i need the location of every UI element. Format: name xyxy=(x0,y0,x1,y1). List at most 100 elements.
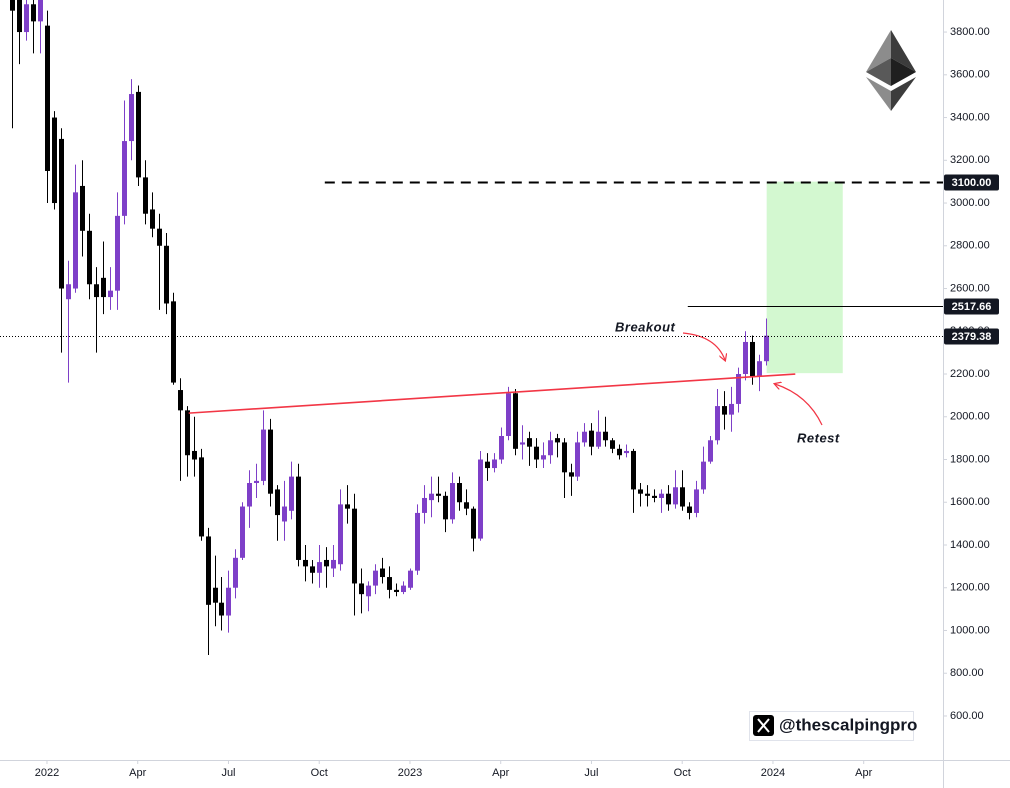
watermark-box xyxy=(749,711,914,741)
candle-body xyxy=(275,489,280,516)
candle-body xyxy=(596,431,601,447)
x-tick-label: Jul xyxy=(221,767,235,779)
candle-body xyxy=(631,450,636,490)
candle-body xyxy=(589,430,594,447)
candle-body xyxy=(666,493,671,505)
candle-body xyxy=(673,487,678,505)
candle-body xyxy=(108,290,113,298)
x-tick-label: Jul xyxy=(584,767,598,779)
candle-body xyxy=(185,410,190,456)
x-tick-label: Apr xyxy=(492,767,509,779)
candle-body xyxy=(150,209,155,229)
candle-body xyxy=(115,215,120,291)
candle-body xyxy=(729,403,734,415)
candle-body xyxy=(87,230,92,285)
y-tick-label: 1600.00 xyxy=(950,496,990,508)
candle-body xyxy=(199,457,204,537)
candle-body xyxy=(429,493,434,501)
candle-body xyxy=(38,0,43,22)
candle-body xyxy=(471,508,476,539)
candle-body xyxy=(66,284,71,300)
eth-logo xyxy=(866,30,916,111)
candle-body xyxy=(527,438,532,447)
candle-body xyxy=(331,559,336,569)
price-label-box xyxy=(944,298,999,315)
candle-body xyxy=(192,450,197,460)
candle-body xyxy=(736,374,741,404)
candle-body xyxy=(401,585,406,593)
candle-body xyxy=(659,493,664,498)
candle-body xyxy=(303,559,308,567)
candle-body xyxy=(750,341,755,377)
candle-body xyxy=(387,577,392,590)
candle-body xyxy=(443,495,448,520)
price-label: 2379.38 xyxy=(952,331,992,343)
candle-body xyxy=(624,450,629,454)
candle-body xyxy=(324,559,329,567)
candle-body xyxy=(240,506,245,558)
candle-body xyxy=(569,472,574,477)
y-tick-label: 3600.00 xyxy=(950,69,990,81)
y-tick-label: 1400.00 xyxy=(950,539,990,551)
candle-body xyxy=(603,431,608,441)
candle-body xyxy=(548,440,553,456)
candle-body xyxy=(541,455,546,460)
candle-body xyxy=(694,489,699,513)
candle-body xyxy=(254,480,259,484)
candle-body xyxy=(422,497,427,513)
watermark-text: @thescalpingpro xyxy=(779,715,917,734)
candle-body xyxy=(296,476,301,560)
candle-body xyxy=(764,335,769,362)
candle-body xyxy=(157,228,162,246)
retest-arrow xyxy=(775,384,823,426)
y-tick-label: 2000.00 xyxy=(950,411,990,423)
x-logo-mark xyxy=(757,718,770,733)
candle-body xyxy=(261,429,266,481)
annotation-breakout: Breakout xyxy=(615,319,676,334)
candle-body xyxy=(638,489,643,494)
candle-body xyxy=(722,406,727,415)
y-tick-label: 3200.00 xyxy=(950,154,990,166)
logo-facet xyxy=(866,77,891,111)
candle-body xyxy=(359,583,364,595)
candle-body xyxy=(506,393,511,436)
candle-body xyxy=(534,446,539,460)
price-label: 3100.00 xyxy=(952,177,992,189)
candle-body xyxy=(171,301,176,383)
candle-body xyxy=(219,602,224,616)
candle-body xyxy=(17,0,22,33)
candle-body xyxy=(708,440,713,462)
candle-body xyxy=(520,442,525,445)
candle-body xyxy=(555,438,560,443)
candle-body xyxy=(233,557,238,588)
candle-body xyxy=(617,448,622,456)
candle-body xyxy=(282,506,287,522)
candle-body xyxy=(213,587,218,603)
candle-body xyxy=(206,536,211,605)
candle-body xyxy=(715,406,720,441)
y-tick-label: 3800.00 xyxy=(950,26,990,38)
logo-facet xyxy=(891,77,916,111)
candle-body xyxy=(436,493,441,496)
candle-body xyxy=(478,459,483,539)
candle-body xyxy=(652,495,657,498)
candle-body xyxy=(73,192,78,289)
y-tick-label: 800.00 xyxy=(950,667,984,679)
y-tick-label: 1800.00 xyxy=(950,453,990,465)
candle-body xyxy=(59,138,64,289)
candle-body xyxy=(610,440,615,449)
target-zone xyxy=(766,181,843,374)
candle-body xyxy=(582,431,587,443)
price-label-box xyxy=(944,174,999,191)
candle-body xyxy=(143,177,148,214)
x-tick-label: Oct xyxy=(674,767,691,779)
price-label: 2517.66 xyxy=(952,301,992,313)
candle-body xyxy=(394,589,399,593)
candle-body xyxy=(247,483,252,507)
x-tick-label: 2024 xyxy=(761,767,785,779)
y-tick-label: 1200.00 xyxy=(950,582,990,594)
candle-body xyxy=(24,4,29,33)
y-tick-label: 600.00 xyxy=(950,710,984,722)
candle-body xyxy=(687,506,692,513)
